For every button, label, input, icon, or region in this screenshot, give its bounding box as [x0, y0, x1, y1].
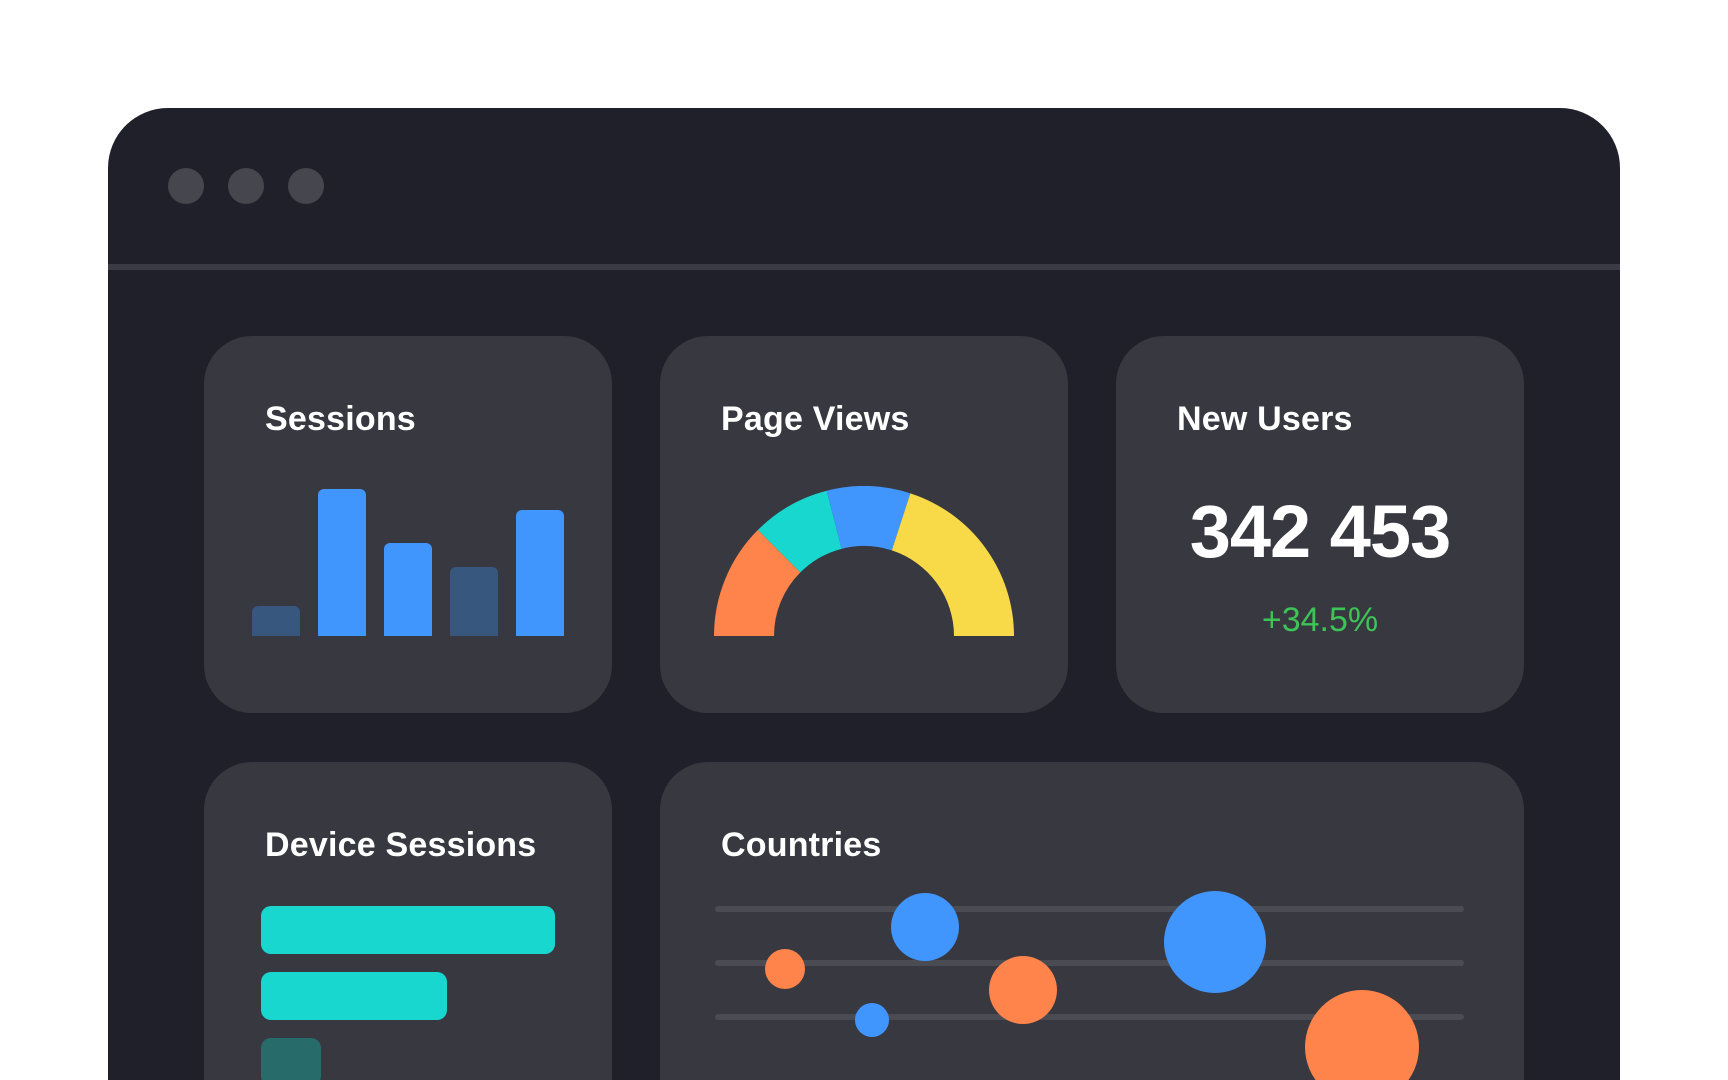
- country-bubble: [1164, 891, 1266, 993]
- card-title: New Users: [1177, 400, 1353, 438]
- grid-line: [715, 960, 1464, 966]
- titlebar-divider: [108, 264, 1620, 270]
- grid-line: [715, 1014, 1464, 1020]
- donut-segment: [714, 529, 801, 636]
- window-control-dot-icon[interactable]: [168, 168, 204, 204]
- sessions-card: Sessions: [204, 336, 612, 713]
- sessions-bar: [450, 567, 498, 636]
- card-title: Device Sessions: [265, 826, 537, 864]
- window-control-dot-icon[interactable]: [288, 168, 324, 204]
- country-bubble: [891, 893, 959, 961]
- new-users-value: 342 453: [1189, 490, 1452, 573]
- grid-line: [715, 906, 1464, 912]
- card-title: Sessions: [265, 400, 416, 438]
- device-sessions-bar: [261, 906, 555, 954]
- device-sessions-bar: [261, 1038, 321, 1080]
- page-views-half-donut-chart: [714, 486, 1014, 636]
- device-sessions-bar: [261, 972, 447, 1020]
- device-sessions-card: Device Sessions: [204, 762, 612, 1080]
- window-control-dot-icon[interactable]: [228, 168, 264, 204]
- page-views-card: Page Views: [660, 336, 1068, 713]
- card-title: Countries: [721, 826, 882, 864]
- new-users-card: New Users 342 453 +34.5%: [1116, 336, 1524, 713]
- title-bar: [108, 108, 1620, 264]
- browser-window: Sessions Page Views New Users 342 453 +3…: [108, 108, 1620, 1080]
- sessions-bar: [252, 606, 300, 636]
- sessions-bar: [516, 510, 564, 636]
- country-bubble: [765, 949, 805, 989]
- countries-card: Countries: [660, 762, 1524, 1080]
- sessions-bar: [318, 489, 366, 636]
- country-bubble: [989, 956, 1057, 1024]
- sessions-bar-chart: [252, 486, 564, 636]
- donut-segment: [891, 493, 1014, 636]
- sessions-bar: [384, 543, 432, 636]
- donut-segment: [757, 490, 842, 573]
- country-bubble: [1305, 990, 1419, 1080]
- donut-segment: [826, 486, 911, 551]
- new-users-delta: +34.5%: [1261, 601, 1379, 639]
- country-bubble: [855, 1003, 889, 1037]
- card-title: Page Views: [721, 400, 910, 438]
